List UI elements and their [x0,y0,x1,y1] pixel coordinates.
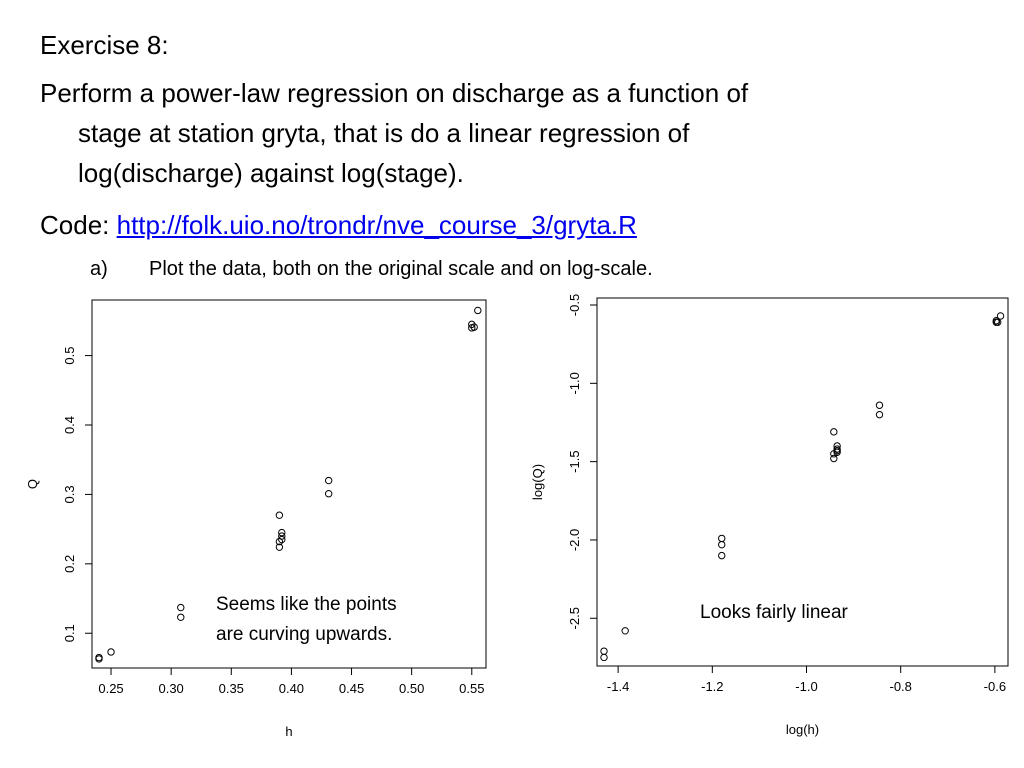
data-point [875,401,884,409]
data-point [324,490,333,498]
data-point [278,535,286,544]
data-point [107,648,115,656]
scatter-chart-logh-vs-logq: -1.4 -1.2 -1.0 -0.8 -0.6 -0.5 -1.0 -1.5 -2.0 -2.5… [530,294,1009,737]
paragraph-line-3: log(discharge) against log(stage). [78,158,464,188]
x-tick-label: 0.25 [98,681,123,696]
x-tick-label: 0.30 [158,681,183,696]
data-point [177,613,185,621]
annotation-left-line-2: are curving upwards. [216,624,393,645]
x-tick-label: -1.4 [607,679,629,694]
data-point [324,476,333,485]
annotation-left-line-1: Seems like the points [216,594,397,615]
y-tick-label: -1.0 [567,372,582,394]
data-point [830,454,838,463]
y-tick-label: 0.2 [62,555,77,573]
data-point [718,540,726,549]
data-point [830,428,838,436]
data-point [875,410,884,419]
data-point [718,551,726,560]
data-point [996,312,1005,320]
annotation-right: Looks fairly linear [700,598,848,628]
data-point [278,528,286,537]
data-point [275,543,284,551]
x-tick-label: -1.2 [701,679,723,694]
paragraph-line-1: Perform a power-law regression on discha… [40,78,749,108]
y-tick-label: -1.5 [567,450,582,472]
y-tick-label: 0.3 [62,485,77,503]
plot-frame [596,297,1009,667]
y-tick-label: -2.5 [567,607,582,629]
x-tick-label: 0.45 [339,681,364,696]
code-label: Code: [40,210,117,240]
y-tick-label: -2.0 [567,529,582,551]
x-tick-label: -0.6 [984,679,1006,694]
x-tick-label: 0.40 [279,681,304,696]
data-point [278,532,286,540]
data-point [600,653,608,662]
x-axis-label: log(h) [786,722,819,737]
x-tick-label: 0.55 [459,681,484,696]
y-axis-label: Q [25,479,40,489]
code-link[interactable]: http://folk.uio.no/trondr/nve_course_3/g… [116,210,637,240]
data-point [600,647,608,655]
x-tick-label: -0.8 [889,679,911,694]
item-text: Plot the data, both on the original scal… [149,258,653,280]
data-point [474,306,482,315]
data-point [992,318,1000,326]
x-tick-label: 0.35 [219,681,244,696]
paragraph-line-2: stage at station gryta, that is do a lin… [78,118,690,148]
y-axis-label: log(Q) [530,464,545,500]
plot-frame [91,299,487,669]
x-axis-label: h [285,724,292,739]
data-point [833,448,841,456]
code-line: Code: http://folk.uio.no/trondr/nve_cour… [40,210,637,241]
item-marker: a) [90,258,108,280]
y-tick-label: 0.1 [62,624,77,642]
data-point [621,627,629,635]
data-point [468,324,476,332]
data-point [718,534,726,543]
data-point [177,603,185,612]
exercise-title: Exercise 8: [40,30,169,60]
scatter-chart-h-vs-q: 0.25 0.30 0.35 0.40 0.45 0.50 0.55 0.1 0.2 0.3 0.4… [25,299,487,739]
y-tick-label: -0.5 [567,294,582,316]
data-point [275,511,284,519]
y-tick-label: 0.4 [62,416,77,434]
y-tick-label: 0.5 [62,347,77,365]
x-tick-label: 0.50 [399,681,424,696]
annotation-left: Seems like the points are curving upward… [216,590,397,650]
x-tick-label: -1.0 [795,679,817,694]
data-point [95,655,103,663]
